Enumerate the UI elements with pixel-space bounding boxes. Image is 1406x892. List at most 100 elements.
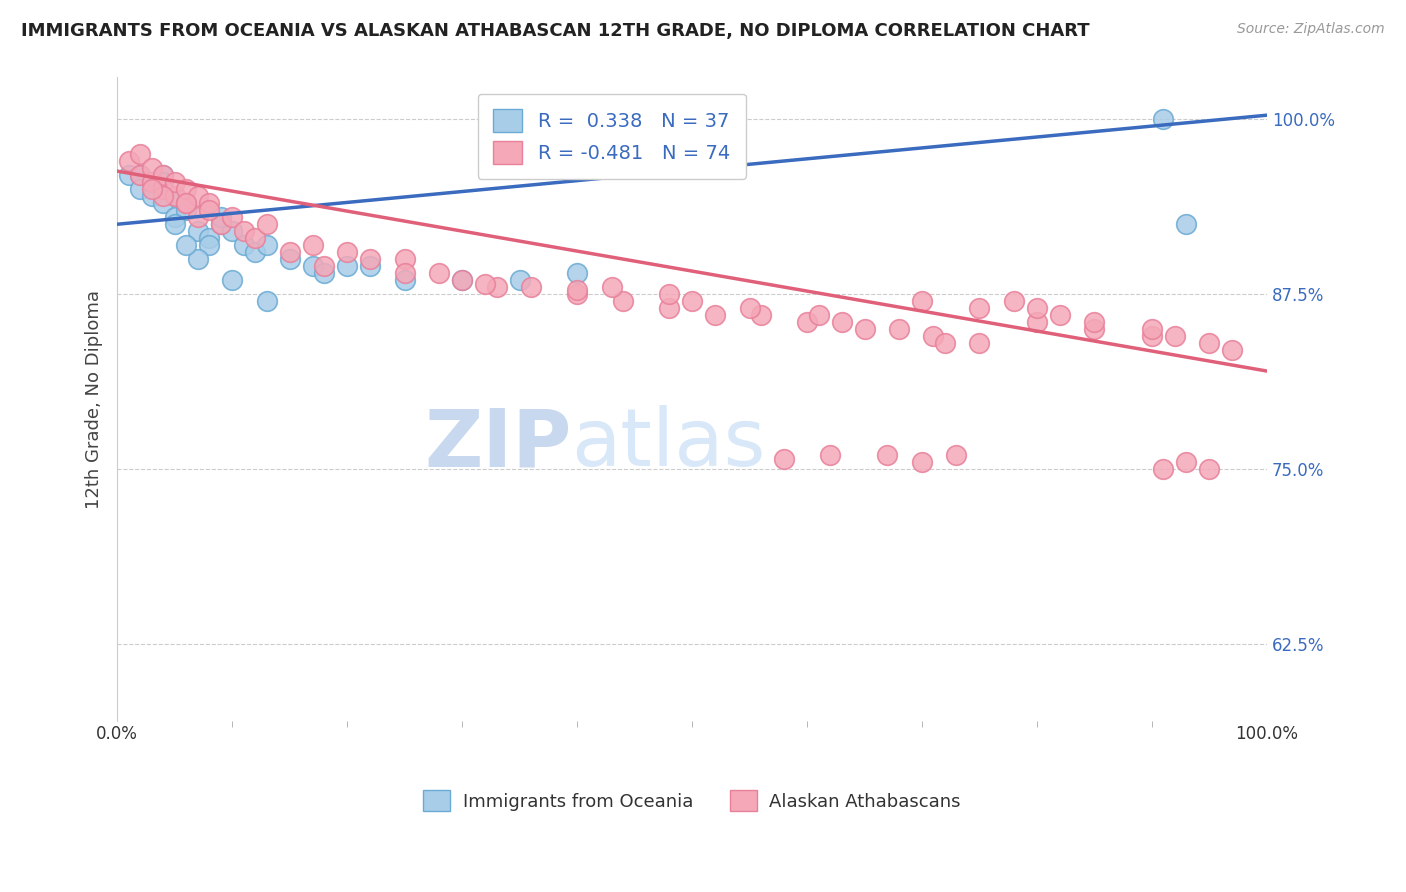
Text: ZIP: ZIP xyxy=(425,405,571,483)
Point xyxy=(474,277,496,292)
Point xyxy=(485,280,508,294)
Point xyxy=(152,196,174,211)
Point xyxy=(174,196,197,211)
Point xyxy=(232,238,254,252)
Point xyxy=(141,182,163,196)
Point xyxy=(807,308,830,322)
Point xyxy=(876,448,898,462)
Point xyxy=(118,169,141,183)
Point xyxy=(1083,322,1105,336)
Point xyxy=(796,315,818,329)
Point xyxy=(565,266,588,280)
Point xyxy=(209,217,232,231)
Point xyxy=(336,259,359,273)
Point xyxy=(314,259,336,273)
Point xyxy=(509,273,531,287)
Point xyxy=(174,196,197,211)
Point xyxy=(1175,217,1198,231)
Point xyxy=(163,175,186,189)
Point xyxy=(152,169,174,183)
Point xyxy=(565,287,588,301)
Point xyxy=(129,169,152,183)
Point xyxy=(853,322,876,336)
Text: Source: ZipAtlas.com: Source: ZipAtlas.com xyxy=(1237,22,1385,37)
Point xyxy=(278,245,301,260)
Point xyxy=(141,189,163,203)
Point xyxy=(187,189,209,203)
Point xyxy=(427,266,450,280)
Point xyxy=(658,287,681,301)
Point xyxy=(600,280,623,294)
Point xyxy=(681,294,703,309)
Point xyxy=(141,175,163,189)
Point xyxy=(174,203,197,218)
Point xyxy=(187,224,209,238)
Legend: Immigrants from Oceania, Alaskan Athabascans: Immigrants from Oceania, Alaskan Athabas… xyxy=(415,781,970,820)
Point xyxy=(1198,462,1220,476)
Point xyxy=(129,169,152,183)
Point xyxy=(174,196,197,211)
Point xyxy=(612,294,634,309)
Point xyxy=(336,245,359,260)
Point xyxy=(969,336,991,351)
Point xyxy=(141,175,163,189)
Point xyxy=(187,211,209,225)
Point xyxy=(152,169,174,183)
Point xyxy=(394,273,416,287)
Point xyxy=(359,252,381,267)
Text: IMMIGRANTS FROM OCEANIA VS ALASKAN ATHABASCAN 12TH GRADE, NO DIPLOMA CORRELATION: IMMIGRANTS FROM OCEANIA VS ALASKAN ATHAB… xyxy=(21,22,1090,40)
Point xyxy=(738,301,761,315)
Point xyxy=(704,308,727,322)
Point xyxy=(831,315,853,329)
Point xyxy=(1152,462,1174,476)
Point xyxy=(1049,308,1071,322)
Point xyxy=(174,182,197,196)
Point xyxy=(221,224,243,238)
Point xyxy=(152,175,174,189)
Point xyxy=(887,322,910,336)
Point xyxy=(198,238,221,252)
Point xyxy=(256,217,278,231)
Point xyxy=(911,294,934,309)
Point xyxy=(1026,301,1049,315)
Point xyxy=(209,217,232,231)
Point xyxy=(1140,322,1163,336)
Point xyxy=(1083,315,1105,329)
Point xyxy=(818,448,841,462)
Point xyxy=(520,280,543,294)
Point xyxy=(1175,455,1198,469)
Point xyxy=(243,245,266,260)
Point xyxy=(152,189,174,203)
Point xyxy=(451,273,474,287)
Point xyxy=(773,452,796,467)
Point xyxy=(1140,329,1163,343)
Point xyxy=(658,301,681,315)
Point xyxy=(922,329,945,343)
Point xyxy=(163,189,186,203)
Point xyxy=(1222,343,1244,357)
Point xyxy=(359,259,381,273)
Point xyxy=(243,231,266,245)
Point xyxy=(911,455,934,469)
Point xyxy=(198,196,221,211)
Point xyxy=(1002,294,1025,309)
Y-axis label: 12th Grade, No Diploma: 12th Grade, No Diploma xyxy=(86,290,103,508)
Point xyxy=(129,182,152,196)
Point xyxy=(163,211,186,225)
Point xyxy=(221,273,243,287)
Point xyxy=(232,224,254,238)
Point xyxy=(129,147,152,161)
Point xyxy=(1198,336,1220,351)
Point xyxy=(1152,112,1174,127)
Point xyxy=(198,231,221,245)
Text: atlas: atlas xyxy=(571,405,766,483)
Point xyxy=(221,211,243,225)
Point xyxy=(198,203,221,218)
Point xyxy=(969,301,991,315)
Point xyxy=(565,283,588,297)
Point xyxy=(749,308,772,322)
Point xyxy=(163,217,186,231)
Point xyxy=(394,266,416,280)
Point xyxy=(1164,329,1187,343)
Point xyxy=(278,252,301,267)
